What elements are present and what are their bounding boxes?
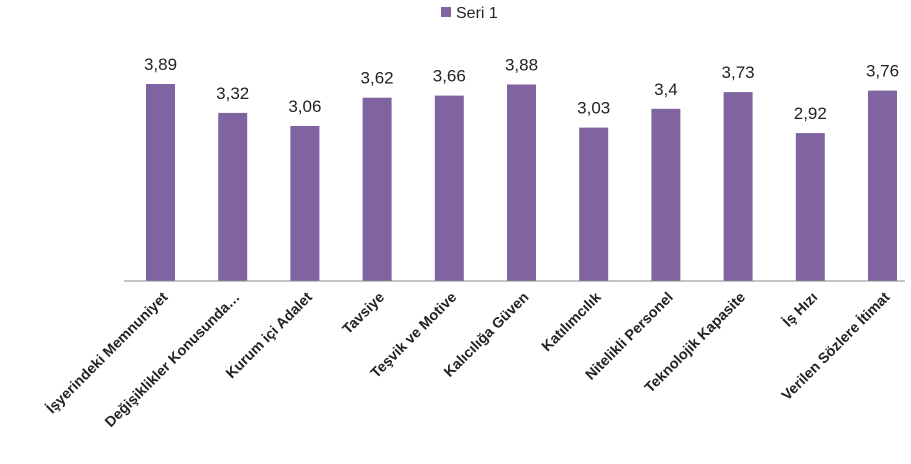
- value-label-3: 3,62: [361, 69, 394, 88]
- category-label-0: İşyerindeki Memnuniyet: [43, 289, 171, 417]
- legend: Seri 1: [441, 5, 498, 22]
- legend-label: Seri 1: [456, 5, 498, 22]
- bar-2: [290, 126, 320, 281]
- bar-8: [723, 92, 753, 281]
- bar-6: [579, 127, 609, 281]
- value-label-5: 3,88: [505, 56, 538, 75]
- bar-1: [218, 112, 248, 282]
- bar-10: [868, 90, 897, 281]
- value-label-1: 3,32: [216, 84, 249, 103]
- value-label-9: 2,92: [794, 104, 827, 123]
- bar-4: [434, 95, 464, 281]
- bar-7: [651, 108, 681, 281]
- category-label-3: Tavsiye: [340, 290, 388, 338]
- category-label-9: İş Hızı: [779, 289, 821, 331]
- value-labels: 3,89 3,32 3,06 3,62 3,66 3,88 3,03 3,4 3,73 2,92 3…: [144, 55, 899, 123]
- bar-9: [795, 133, 825, 281]
- value-label-4: 3,66: [433, 67, 466, 86]
- value-label-2: 3,06: [288, 97, 321, 116]
- bar-5: [507, 84, 536, 281]
- bar-3: [362, 97, 392, 281]
- value-label-0: 3,89: [144, 55, 177, 74]
- category-label-1: Değişiklikler Konusunda…: [102, 290, 243, 431]
- value-label-7: 3,4: [654, 80, 678, 99]
- bars: [146, 84, 897, 282]
- value-label-6: 3,03: [577, 99, 610, 118]
- value-label-8: 3,73: [722, 63, 755, 82]
- legend-swatch: [441, 7, 451, 17]
- category-label-6: Katılımcılık: [539, 289, 605, 355]
- bar-0: [146, 84, 175, 281]
- value-label-10: 3,76: [866, 62, 899, 81]
